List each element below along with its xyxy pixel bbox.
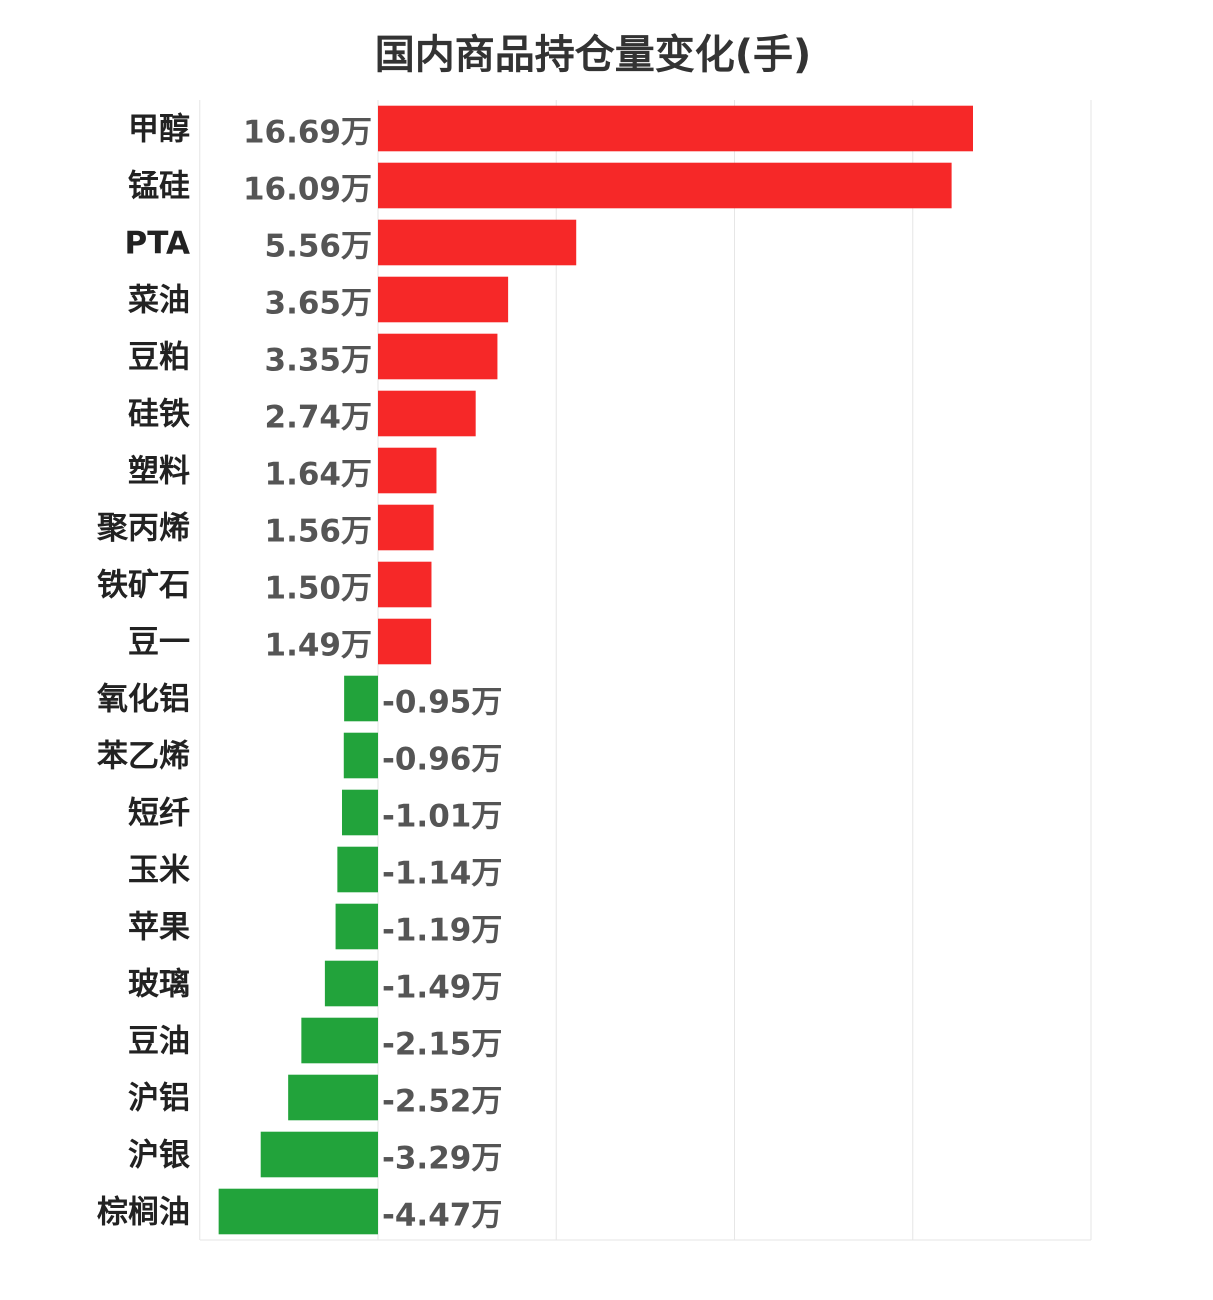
value-label: 2.74万	[265, 400, 373, 436]
category-label: 塑料	[128, 454, 190, 490]
bar	[260, 1131, 378, 1178]
value-label: 3.35万	[265, 343, 373, 379]
category-label: 玻璃	[128, 967, 190, 1003]
value-label: 3.65万	[265, 286, 373, 322]
value-label: -4.47万	[382, 1198, 502, 1234]
value-label: -0.95万	[382, 685, 502, 721]
bar	[378, 162, 952, 209]
bar	[341, 789, 378, 836]
category-label: 菜油	[128, 283, 190, 319]
value-label: -1.01万	[382, 799, 502, 835]
value-label: 1.50万	[265, 571, 373, 607]
bar	[343, 732, 378, 779]
value-label: -0.96万	[382, 742, 502, 778]
category-label: PTA	[125, 226, 190, 262]
bar	[378, 504, 434, 551]
category-label: 棕榈油	[97, 1195, 190, 1231]
value-label: -2.52万	[382, 1084, 502, 1120]
bar	[378, 561, 432, 608]
bar	[344, 675, 378, 722]
category-label: 苹果	[128, 910, 190, 946]
bar	[378, 276, 509, 323]
bar	[288, 1074, 378, 1121]
value-label: -2.15万	[382, 1027, 502, 1063]
category-label: 锰硅	[128, 169, 190, 205]
bar	[324, 960, 378, 1007]
grid-layer	[199, 100, 1092, 1241]
value-label: 5.56万	[265, 229, 373, 265]
category-label: 聚丙烯	[96, 511, 190, 547]
category-label: 铁矿石	[97, 568, 190, 604]
category-label: 豆油	[128, 1024, 190, 1060]
value-label: 16.09万	[243, 172, 372, 208]
category-label: 硅铁	[128, 397, 190, 433]
value-label: 1.49万	[265, 628, 373, 664]
value-label: 1.64万	[265, 457, 373, 493]
value-label: -1.49万	[382, 970, 502, 1006]
value-label: -3.29万	[382, 1141, 502, 1177]
category-label: 豆一	[128, 625, 190, 661]
bar	[335, 903, 378, 950]
bar	[378, 390, 476, 437]
bar	[218, 1188, 378, 1235]
category-label: 沪银	[128, 1138, 190, 1174]
bar-layer	[218, 105, 973, 1235]
bar	[378, 447, 437, 494]
bar	[378, 219, 577, 266]
category-label: 氧化铝	[97, 682, 190, 718]
bar	[337, 846, 378, 893]
value-label: 1.56万	[265, 514, 373, 550]
value-label: -1.14万	[382, 856, 502, 892]
category-label: 苯乙烯	[97, 739, 190, 775]
category-label: 玉米	[128, 853, 190, 889]
category-label: 短纤	[128, 796, 190, 832]
bar	[301, 1017, 378, 1064]
category-label: 豆粕	[128, 340, 190, 376]
bar	[378, 333, 498, 380]
category-label: 甲醇	[128, 112, 190, 148]
bar	[378, 105, 973, 152]
chart-title: 国内商品持仓量变化(手)	[374, 32, 812, 78]
bar	[378, 618, 432, 665]
category-label: 沪铝	[128, 1081, 190, 1117]
value-label: -1.19万	[382, 913, 502, 949]
value-label: 16.69万	[243, 115, 372, 151]
